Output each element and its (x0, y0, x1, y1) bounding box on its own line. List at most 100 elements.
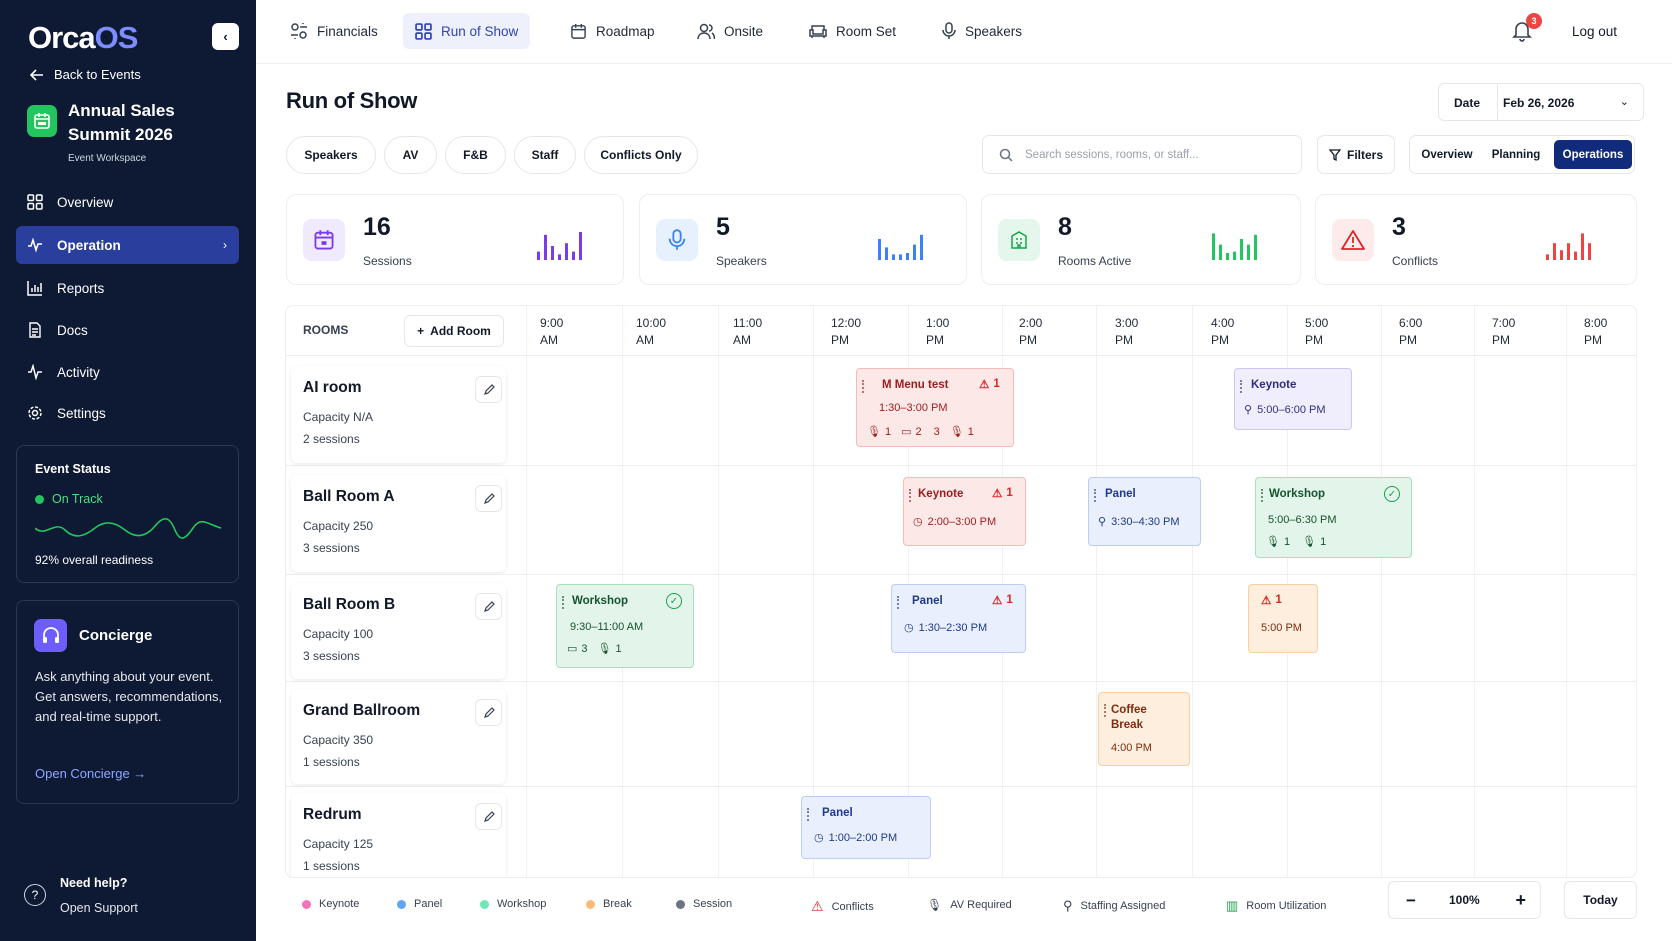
tab-roadmap[interactable]: Roadmap (558, 13, 667, 49)
conflict-indicator: ⚠ 1 (979, 378, 1000, 391)
spark-bar (1581, 233, 1584, 260)
spark-bar (1212, 233, 1215, 260)
edit-room-button[interactable] (475, 803, 502, 830)
room-card[interactable]: AI room Capacity N/A 2 sessions (291, 366, 506, 463)
timeline-header: ROOMS + Add Room 9:00 AM 10:00 AM 11:00 AM … (286, 306, 1636, 356)
clock-icon: ◷ (904, 622, 914, 634)
view-overview[interactable]: Overview (1421, 148, 1473, 161)
session-block[interactable]: Workshop ✓ 5:00–6:30 PM 🎙 1 🎙 1 (1255, 477, 1412, 558)
help-icon: ? (24, 884, 46, 906)
room-card[interactable]: Redrum Capacity 125 1 sessions (291, 793, 506, 877)
sidebar-item-activity[interactable]: Activity (16, 353, 239, 391)
spark-bar (1567, 243, 1570, 260)
microphone-icon (942, 22, 956, 39)
time-label: 1:00 PM (926, 316, 950, 347)
conflict-indicator: ⚠ 1 (1261, 594, 1282, 607)
spark-bar (1247, 244, 1250, 260)
chevron-right-icon: › (223, 238, 227, 252)
filter-chip-conflicts-only[interactable]: Conflicts Only (584, 136, 698, 174)
spark-bar (1219, 244, 1222, 260)
warning-icon (1332, 219, 1374, 261)
sidebar-item-docs[interactable]: Docs (16, 311, 239, 349)
funnel-icon (1328, 148, 1341, 161)
edit-room-button[interactable] (475, 376, 502, 403)
sidebar-item-operation[interactable]: Operation › (16, 226, 239, 264)
session-block[interactable]: M Menu test ⚠ 1 1:30–3:00 PM 🎙 1 ▭ 2 3 🎙 1 (856, 368, 1014, 447)
logout-button[interactable]: Log out (1572, 24, 1618, 39)
readiness-sparkline (35, 518, 221, 539)
tab-speakers[interactable]: Speakers (930, 13, 1034, 49)
session-block[interactable]: Coffee Break 4:00 PM (1098, 692, 1190, 766)
users-icon (697, 23, 715, 39)
session-block[interactable]: Panel ◷ 1:00–2:00 PM (801, 796, 931, 859)
clock-icon: ◷ (814, 832, 824, 844)
headset-icon (34, 619, 67, 652)
tab-run-of-show[interactable]: Run of Show (403, 13, 531, 49)
chevron-down-icon: ⌄ (1619, 96, 1629, 108)
filter-chip-speakers[interactable]: Speakers (286, 136, 376, 174)
rooms-sparkbars (1212, 233, 1257, 260)
spark-bar (551, 246, 554, 260)
open-concierge-link[interactable]: Open Concierge → (35, 766, 147, 781)
sidebar-item-reports[interactable]: Reports (16, 269, 239, 307)
time-label: 4:00 PM (1211, 316, 1235, 347)
collapse-sidebar-button[interactable]: ‹ (212, 23, 239, 50)
check-circle-icon: ✓ (1384, 486, 1400, 502)
filter-chip-fnb[interactable]: F&B (445, 136, 506, 174)
back-to-events-link[interactable]: Back to Events (30, 67, 141, 82)
conflict-indicator: ⚠ 1 (992, 594, 1013, 607)
warning-icon: ⚠ (992, 488, 1003, 500)
filter-chip-staff[interactable]: Staff (514, 136, 576, 174)
sidebar-item-settings[interactable]: Settings (16, 394, 239, 432)
tab-room-set[interactable]: Room Set (797, 13, 908, 49)
search-icon (999, 148, 1013, 162)
session-block[interactable]: Workshop ✓ 9:30–11:00 AM ▭ 3 🎙 1 (556, 584, 694, 668)
legend-item: 🎙 AV Required (927, 898, 1012, 912)
time-label: 10:00 AM (636, 316, 667, 347)
date-selector[interactable]: Date Feb 26, 2026 ⌄ (1438, 83, 1644, 121)
view-operations[interactable]: Operations (1554, 140, 1632, 169)
add-room-button[interactable]: + Add Room (404, 315, 504, 347)
time-label: 5:00 PM (1305, 316, 1329, 347)
sidebar-item-overview[interactable]: Overview (16, 183, 239, 221)
tab-onsite[interactable]: Onsite (685, 13, 775, 49)
edit-room-button[interactable] (475, 699, 502, 726)
room-card[interactable]: Grand Ballroom Capacity 350 1 sessions (291, 689, 506, 784)
room-card[interactable]: Ball Room A Capacity 250 3 sessions (291, 475, 506, 572)
session-block[interactable]: ⚠ 1 5:00 PM (1248, 584, 1318, 653)
user-icon: ⚲ (1244, 404, 1253, 416)
view-planning[interactable]: Planning (1491, 148, 1541, 161)
spark-bar (920, 234, 923, 260)
schedule-grid: ROOMS + Add Room 9:00 AM 10:00 AM 11:00 AM … (285, 305, 1637, 878)
event-title: Annual Sales Summit 2026 (68, 101, 175, 144)
filters-button[interactable]: Filters (1317, 135, 1395, 174)
check-circle-icon: ✓ (666, 593, 682, 609)
spark-bar (885, 247, 888, 260)
search-input[interactable]: Search sessions, rooms, or staff... (982, 135, 1302, 174)
open-support-link[interactable]: Open Support (60, 901, 138, 915)
edit-room-button[interactable] (475, 593, 502, 620)
top-navigation: Financials Run of Show Roadmap Onsite Ro… (256, 0, 1672, 64)
clock-icon: ◷ (913, 516, 923, 528)
pencil-icon (483, 810, 495, 822)
session-block[interactable]: Panel ⚠ 1 ◷ 1:30–2:30 PM (891, 584, 1026, 653)
room-card[interactable]: Ball Room B Capacity 100 3 sessions (291, 583, 506, 679)
today-button[interactable]: Today (1564, 881, 1637, 919)
session-block[interactable]: Keynote ⚲ 5:00–6:00 PM (1234, 368, 1352, 430)
zoom-in-button[interactable]: + (1515, 890, 1526, 910)
legend-item: Keynote (302, 898, 359, 910)
pulse-icon (28, 364, 42, 380)
session-meta: 🎙 1 ▭ 2 3 🎙 1 (867, 425, 974, 439)
sofa-icon (809, 25, 827, 38)
zoom-out-button[interactable]: − (1406, 891, 1416, 910)
session-block[interactable]: Keynote ⚠ 1 ◷ 2:00–3:00 PM (903, 477, 1026, 546)
tab-financials[interactable]: Financials (278, 13, 390, 49)
activity-icon (28, 237, 42, 253)
spark-bar (565, 243, 568, 260)
filter-chip-av[interactable]: AV (384, 136, 437, 174)
edit-room-button[interactable] (475, 485, 502, 512)
pencil-icon (483, 706, 495, 718)
session-block[interactable]: Panel ⚲ 3:30–4:30 PM (1088, 477, 1201, 546)
grid-icon (27, 194, 43, 210)
bell-icon[interactable] (1512, 20, 1532, 42)
